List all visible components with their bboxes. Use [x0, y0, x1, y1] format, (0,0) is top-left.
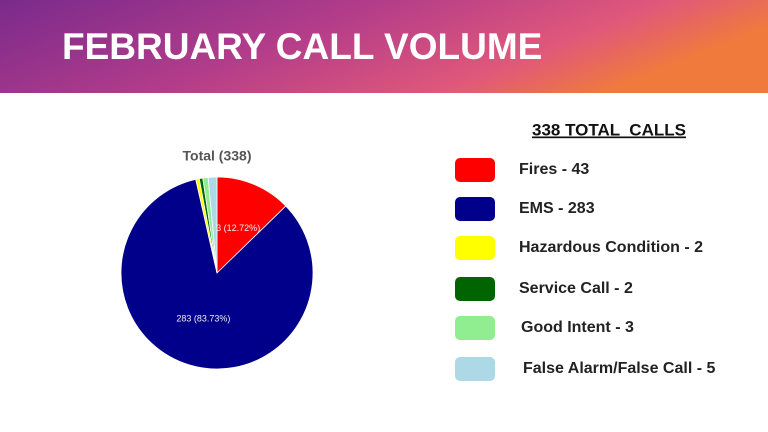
legend-label: False Alarm/False Call - 5	[523, 360, 715, 377]
legend-swatch	[455, 357, 495, 381]
slide-title: FEBRUARY CALL VOLUME	[62, 26, 542, 67]
legend-label: Fires - 43	[519, 161, 589, 178]
legend-label: EMS - 283	[519, 200, 595, 217]
legend-swatch	[455, 236, 495, 260]
legend-swatch	[455, 158, 495, 182]
legend-label: Service Call - 2	[519, 280, 633, 297]
pie-slice	[120, 178, 314, 370]
slice-label: 43 (12.72%)	[211, 223, 260, 233]
legend: Fires - 43 EMS - 283 Hazardous Condition -…	[455, 158, 715, 381]
legend-swatch	[455, 277, 495, 301]
legend-label: Good Intent - 3	[521, 319, 634, 336]
pie-slice	[207, 176, 218, 274]
pie-slice	[216, 176, 287, 274]
legend-swatch	[455, 197, 495, 221]
header-banner	[0, 0, 768, 93]
slice-label: 283 (83.73%)	[176, 313, 230, 323]
legend-label: Hazardous Condition - 2	[519, 239, 703, 256]
legend-swatch	[455, 316, 495, 340]
chart-title: Total (338)	[183, 148, 252, 164]
legend-title: 338 TOTAL CALLS	[532, 120, 686, 139]
pie: 43 (12.72%) 283 (83.73%)	[120, 176, 314, 370]
